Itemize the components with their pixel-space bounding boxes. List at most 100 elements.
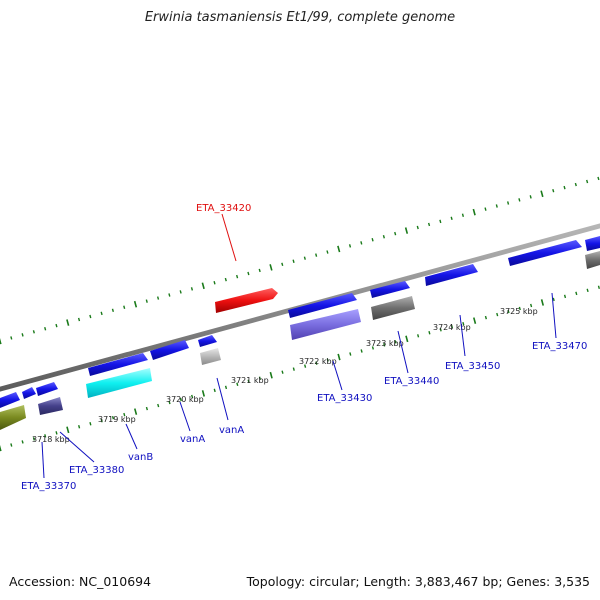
gene-eta-33450-fwd[interactable] <box>425 264 478 286</box>
gene-eta-33420[interactable] <box>215 288 278 313</box>
outer-tick-mark <box>404 227 409 234</box>
outer-tick-mark <box>461 213 465 217</box>
gene-eta-33470-fwd[interactable] <box>508 240 582 266</box>
outer-tick-mark <box>201 282 205 290</box>
inner-tick-mark <box>586 288 589 293</box>
inner-tick-mark <box>111 415 115 420</box>
inner-tick-mark <box>405 335 409 343</box>
outer-tick-mark <box>100 311 103 316</box>
gene-label[interactable]: vanA <box>180 434 205 445</box>
scale-tick-label: 3720 kbp <box>166 395 204 404</box>
inner-tick-mark <box>89 422 92 426</box>
scale-tick-label: 3723 kbp <box>366 339 404 348</box>
inner-tick-mark <box>157 403 160 408</box>
scale-tick-label: 3721 kbp <box>231 376 269 385</box>
gene-label[interactable]: ETA_33440 <box>384 376 439 387</box>
gene-left-edge-fwd[interactable] <box>0 392 20 408</box>
inner-tick-mark <box>540 299 545 306</box>
inner-tick-mark <box>10 443 13 447</box>
gene-eta-33440-rev[interactable] <box>371 296 415 320</box>
gene-label[interactable]: ETA_33470 <box>532 341 587 352</box>
outer-tick-mark <box>55 323 58 328</box>
gene-label[interactable]: ETA_33370 <box>21 481 76 492</box>
outer-tick-mark <box>32 330 35 334</box>
gene-label-leader <box>125 423 138 450</box>
gene-eta-33380-fwd[interactable] <box>36 382 58 396</box>
inner-tick-mark <box>484 315 488 320</box>
outer-tick-mark <box>563 185 566 190</box>
inner-tick-mark <box>462 321 465 326</box>
gene-eta-33380-rev[interactable] <box>38 397 63 415</box>
scale-tick-label: 3722 kbp <box>299 357 337 366</box>
outer-tick-mark <box>133 300 138 308</box>
gene-small-fwd[interactable] <box>22 387 36 399</box>
inner-tick-mark <box>304 364 307 368</box>
gene-vanb-rev[interactable] <box>86 368 152 398</box>
inner-tick-mark <box>201 390 206 397</box>
outer-tick-mark <box>552 188 555 193</box>
gene-label[interactable]: ETA_33380 <box>69 465 124 476</box>
inner-tick-mark <box>123 412 126 417</box>
inner-tick-mark <box>563 294 567 299</box>
inner-tick-mark <box>326 358 329 362</box>
gene-edge-right[interactable] <box>585 236 600 251</box>
inner-tick-mark <box>337 353 341 361</box>
inner-tick-mark <box>281 370 284 374</box>
inner-tick-track <box>0 285 600 452</box>
outer-tick-mark <box>258 268 261 273</box>
inner-tick-mark <box>269 371 273 379</box>
gene-eta-33430-rev[interactable] <box>290 309 361 340</box>
gene-label-leader <box>221 213 237 262</box>
gene-label[interactable]: ETA_33420 <box>196 203 251 214</box>
inner-tick-mark <box>247 379 250 384</box>
gene-label-leader <box>41 441 45 479</box>
outer-tick-mark <box>21 333 24 337</box>
gene-label[interactable]: ETA_33450 <box>445 361 500 372</box>
gene-eta-33440-fwd[interactable] <box>370 281 410 298</box>
outer-tick-mark <box>224 277 227 282</box>
inner-tick-mark <box>383 343 386 347</box>
inner-tick-mark <box>349 352 352 356</box>
inner-tick-mark <box>518 306 521 311</box>
gene-label[interactable]: ETA_33430 <box>317 393 372 404</box>
outer-tick-mark <box>337 245 341 253</box>
outer-tick-mark <box>213 280 216 285</box>
outer-tick-mark <box>190 287 194 291</box>
gene-vana-fwd[interactable] <box>150 340 189 360</box>
inner-tick-mark <box>78 425 81 429</box>
outer-tick-mark <box>156 296 160 300</box>
inner-tick-mark <box>100 418 103 423</box>
inner-tick-mark <box>428 331 431 335</box>
gene-vana-rev[interactable] <box>200 348 221 365</box>
inner-tick-mark <box>371 346 374 350</box>
outer-tick-mark <box>303 256 306 260</box>
inner-tick-mark <box>55 431 58 435</box>
inner-tick-mark <box>258 376 261 380</box>
inner-tick-mark <box>134 408 138 415</box>
outer-tick-mark <box>506 201 510 205</box>
inner-tick-mark <box>179 397 182 402</box>
gene-eta-33470-rev[interactable] <box>585 251 600 269</box>
inner-tick-mark <box>315 361 318 365</box>
outer-tick-mark <box>111 308 115 313</box>
gene-label[interactable]: vanA <box>219 425 244 436</box>
outer-tick-mark <box>89 314 92 319</box>
outer-tick-mark <box>66 319 70 326</box>
gene-eta-33430-fwd[interactable] <box>288 293 357 318</box>
outer-tick-mark <box>10 336 13 340</box>
forward-genes <box>0 236 600 408</box>
outer-tick-mark <box>586 179 589 184</box>
scale-tick-label: 3724 kbp <box>433 323 471 332</box>
inner-tick-mark <box>473 317 477 324</box>
gene-vana2-fwd[interactable] <box>198 335 217 347</box>
gene-left-edge-rev[interactable] <box>0 405 26 430</box>
inner-tick-mark <box>21 440 24 444</box>
gene-label[interactable]: vanB <box>128 452 153 463</box>
inner-tick-mark <box>191 394 194 399</box>
outer-tick-mark <box>540 190 544 198</box>
outer-tick-mark <box>574 182 577 187</box>
scale-tick-label: 3718 kbp <box>32 435 70 444</box>
gene-label-leader <box>551 292 557 339</box>
gene-vanb-fwd[interactable] <box>88 353 148 376</box>
inner-tick-mark <box>44 434 47 438</box>
